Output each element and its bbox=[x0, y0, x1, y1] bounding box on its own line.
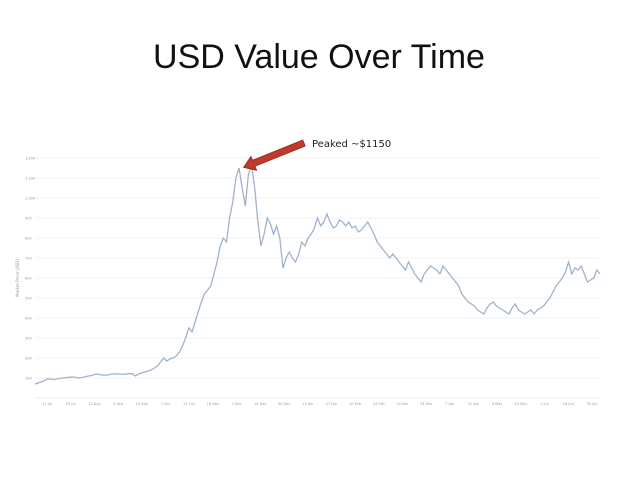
x-tick-label: 2 Jun bbox=[540, 402, 549, 406]
y-tick-label: 1,000 bbox=[25, 197, 35, 201]
x-tick-label: 30 Dec bbox=[278, 402, 290, 406]
x-tick-label: 27 Jan bbox=[326, 402, 337, 406]
x-tick-label: 24 Feb bbox=[373, 402, 386, 406]
x-tick-label: 18 Nov bbox=[207, 402, 219, 406]
y-tick-label: 1,100 bbox=[25, 177, 35, 181]
y-tick-label: 600 bbox=[25, 277, 32, 281]
x-tick-label: 25 Jul bbox=[66, 402, 76, 406]
y-tick-label: 700 bbox=[25, 257, 32, 261]
x-tick-label: 30 Jun bbox=[586, 402, 597, 406]
y-tick-label: 900 bbox=[25, 217, 32, 221]
x-tick-label: 10 Mar bbox=[396, 402, 409, 406]
x-tick-label: 5 May bbox=[492, 402, 503, 406]
y-tick-label: 400 bbox=[25, 317, 32, 321]
x-tick-label: 13 Jan bbox=[302, 402, 313, 406]
x-tick-label: 24 Mar bbox=[420, 402, 433, 406]
y-tick-label: 200 bbox=[25, 357, 32, 361]
y-tick-label: 800 bbox=[25, 237, 32, 241]
x-tick-label: 21 Apr bbox=[468, 402, 480, 406]
peak-annotation-label: Peaked ~$1150 bbox=[312, 139, 391, 150]
x-tick-label: 21 Oct bbox=[183, 402, 195, 406]
x-tick-label: 19 May bbox=[515, 402, 528, 406]
price-series-line bbox=[34, 163, 601, 385]
slide-title: USD Value Over Time bbox=[153, 38, 485, 76]
y-axis-ticks: 100 200 300 400 500 600 700 800 900 1,000 1,100 1,2… bbox=[25, 157, 35, 381]
peak-annotation: Peaked ~$1150 bbox=[242, 139, 391, 171]
x-tick-label: 12 Aug bbox=[88, 402, 100, 406]
peak-arrow-icon bbox=[242, 139, 306, 171]
x-tick-label: 16 Dec bbox=[254, 402, 266, 406]
x-tick-label: 2 Dec bbox=[232, 402, 242, 406]
x-tick-label: 23 Sep bbox=[136, 402, 149, 406]
y-tick-label: 1,200 bbox=[25, 157, 35, 161]
x-tick-label: 7 Apr bbox=[445, 402, 455, 406]
x-tick-label: 7 Oct bbox=[161, 402, 171, 406]
x-tick-label: 11 Jul bbox=[42, 402, 52, 406]
x-tick-label: 10 Feb bbox=[349, 402, 362, 406]
gridlines bbox=[35, 157, 600, 399]
x-tick-label: 16 Jun bbox=[563, 402, 574, 406]
x-axis-ticks: 11 Jul 25 Jul 12 Aug 9 Sep 23 Sep 7 Oct 21 Oct… bbox=[42, 402, 597, 406]
y-tick-label: 500 bbox=[25, 297, 32, 301]
y-axis-label: Market Price (USD) bbox=[15, 259, 20, 297]
y-tick-label: 300 bbox=[25, 337, 32, 341]
y-tick-label: 100 bbox=[25, 377, 32, 381]
x-tick-label: 9 Sep bbox=[113, 402, 124, 406]
